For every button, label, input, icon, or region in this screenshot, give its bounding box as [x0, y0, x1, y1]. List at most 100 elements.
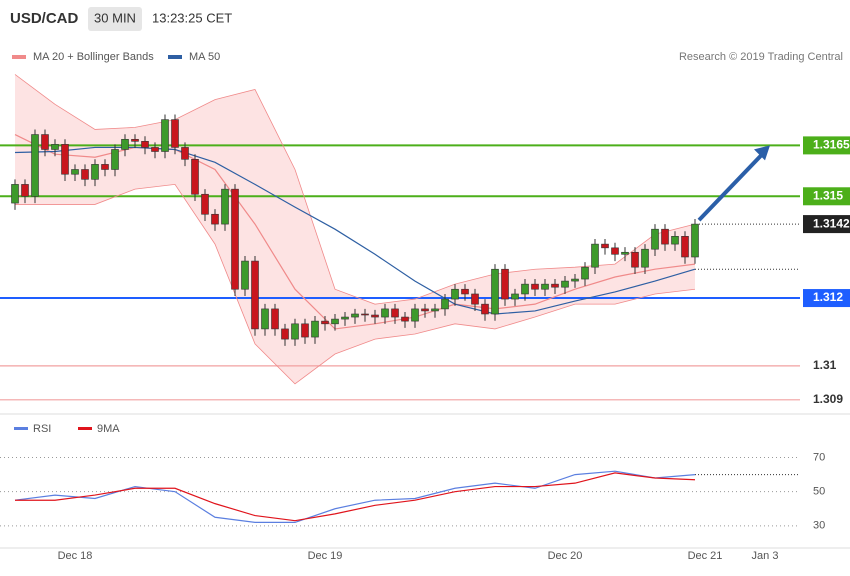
candle-body [111, 149, 119, 170]
candle-body [231, 188, 239, 290]
candle-body [381, 308, 389, 318]
candle-body [431, 308, 439, 312]
candle-body [121, 138, 129, 150]
candle-body [641, 248, 649, 268]
candle-body [291, 323, 299, 340]
candle-body [361, 313, 369, 316]
candle-body [51, 144, 59, 150]
candle-body [151, 147, 159, 152]
candle-body [281, 328, 289, 340]
y-tick-label: 70 [813, 451, 825, 463]
band-lower [15, 183, 696, 385]
candle-body [21, 184, 29, 197]
candle-body [271, 308, 279, 330]
candle-body [551, 283, 559, 288]
symbol: USD/CAD [10, 10, 79, 27]
candle-body [581, 266, 589, 280]
level-label: 1.3165 [813, 138, 850, 152]
legend-label: MA 20 + Bollinger Bands [33, 51, 154, 63]
rsi-line [15, 472, 696, 522]
candle-body [391, 308, 399, 318]
candle-body [521, 283, 529, 295]
candle-body [211, 213, 219, 225]
bollinger-band [15, 74, 695, 384]
x-tick-label: Dec 19 [308, 550, 343, 562]
candle-body [261, 308, 269, 330]
candle-body [321, 320, 329, 325]
candle-body [141, 141, 149, 148]
credit: Research © 2019 Trading Central [679, 51, 843, 63]
candle-body [91, 164, 99, 180]
band-upper [14, 74, 696, 305]
last-price-tag [803, 215, 850, 234]
x-tick-label: Dec 20 [548, 550, 583, 562]
level-tag [803, 289, 850, 308]
interval-box [88, 7, 142, 31]
candle-body [481, 303, 489, 315]
candle-body [511, 293, 519, 300]
candle-body [501, 268, 509, 300]
candle-body [411, 308, 419, 322]
candle-body [451, 288, 459, 300]
candle-body [541, 283, 549, 290]
candle-body [561, 280, 569, 288]
candle-body [171, 119, 179, 148]
candle-body [691, 223, 699, 258]
candle-body [191, 159, 199, 195]
level-label: 1.315 [813, 188, 843, 202]
y-tick-label: 50 [813, 486, 825, 498]
legend-label: MA 50 [189, 51, 220, 63]
candle-body [331, 318, 339, 325]
candle-body [81, 169, 89, 180]
candle-body [61, 144, 69, 175]
y-tick-label: 30 [813, 520, 825, 532]
candle-body [471, 293, 479, 305]
candle-body [221, 188, 229, 225]
candle-body [401, 316, 409, 322]
candle-body [611, 247, 619, 255]
candle-body [491, 268, 499, 315]
candle-body [651, 228, 659, 250]
last-price-label: 1.3142 [813, 216, 850, 230]
time: 13:23:25 CET [152, 10, 232, 25]
x-tick-label: Dec 21 [688, 550, 723, 562]
candle-body [301, 323, 309, 338]
candle-body [131, 138, 139, 142]
candle-body [31, 134, 39, 197]
candle-body [241, 260, 249, 290]
candle-body [311, 320, 319, 338]
level-label: 1.312 [813, 290, 843, 304]
candle-body [161, 119, 169, 152]
rsi-line [14, 470, 696, 523]
projection-arrow [697, 151, 766, 222]
candle-body [371, 314, 379, 318]
legend-swatch [14, 427, 28, 430]
candle-body [681, 236, 689, 258]
candle-body [71, 169, 79, 175]
arrow-head [754, 145, 770, 161]
candle-body [531, 283, 539, 290]
candle-body [41, 134, 49, 150]
interval: 30 MIN [94, 10, 136, 25]
candle-body [11, 184, 19, 204]
candle-body [201, 193, 209, 215]
candle-body [101, 164, 109, 170]
x-tick-label: Jan 3 [752, 550, 779, 562]
level-label: 1.31 [813, 358, 837, 372]
level-tag [803, 136, 850, 155]
candle-body [461, 288, 469, 295]
level-tag [803, 187, 850, 206]
level-label: 1.309 [813, 392, 843, 406]
legend-label: 9MA [97, 423, 120, 435]
candle-body [341, 316, 349, 320]
candle-body [251, 260, 259, 330]
candle-body [571, 278, 579, 282]
legend-swatch [78, 427, 92, 430]
candle-body [421, 308, 429, 312]
x-tick-label: Dec 18 [58, 550, 93, 562]
candle-body [671, 236, 679, 245]
candle-body [661, 228, 669, 245]
legend-swatch [168, 55, 182, 59]
candle-body [621, 251, 629, 255]
